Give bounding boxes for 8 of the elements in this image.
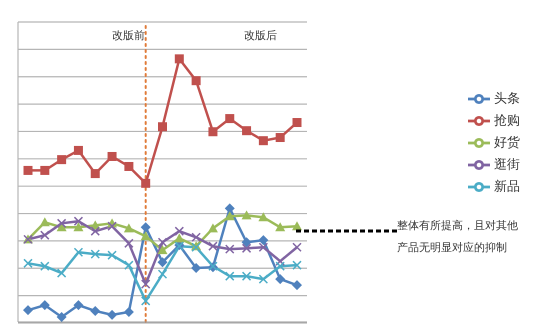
legend-label: 抢购 xyxy=(494,114,520,129)
text: 改版前 xyxy=(112,28,145,43)
text: 改版后 xyxy=(244,28,277,43)
legend-label: 逛街 xyxy=(494,158,520,173)
legend-label: 头条 xyxy=(494,92,520,107)
text: 整体有所提高，且对其他产品无明显对应的抑制 xyxy=(397,218,519,256)
legend-label: 好货 xyxy=(494,136,520,151)
legend-label: 新品 xyxy=(494,180,520,195)
